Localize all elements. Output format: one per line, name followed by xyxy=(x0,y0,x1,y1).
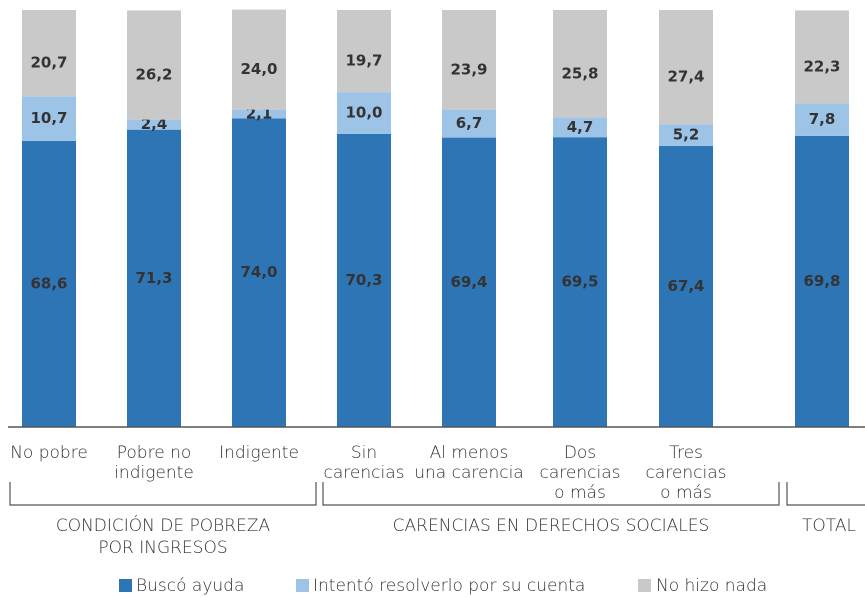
group-bracket xyxy=(322,482,780,506)
value-label: 69,8 xyxy=(803,272,840,290)
legend-label: No hizo nada xyxy=(656,576,767,596)
category-label: Tres xyxy=(669,443,703,463)
bar-segment xyxy=(22,96,76,141)
value-label: 2,4 xyxy=(141,115,168,133)
legend-swatch xyxy=(296,579,309,592)
bar-segment xyxy=(127,119,181,130)
bar-segment xyxy=(127,129,181,427)
value-label: 25,8 xyxy=(561,64,598,82)
bar-segment xyxy=(795,10,849,104)
bar-segment xyxy=(659,145,713,427)
legend-swatch xyxy=(638,579,651,592)
bar-segment xyxy=(232,109,286,119)
category-label: No pobre xyxy=(10,443,88,463)
bar-segment xyxy=(795,135,849,427)
bar-segment xyxy=(337,133,391,427)
value-label: 10,7 xyxy=(30,109,67,127)
category-label: indigente xyxy=(114,463,194,483)
value-label: 19,7 xyxy=(345,52,382,70)
value-label: 7,8 xyxy=(809,110,836,128)
category-label: Pobre no xyxy=(117,443,192,463)
category-label: o más xyxy=(554,483,606,503)
bar-segment xyxy=(795,103,849,136)
category-label: Indigente xyxy=(219,443,299,463)
group-bracket xyxy=(9,482,317,506)
bar-segment xyxy=(442,137,496,428)
legend-label: Buscó ayuda xyxy=(136,576,244,596)
bar-segment xyxy=(442,10,496,110)
value-label: 6,7 xyxy=(456,114,483,132)
value-label: 22,3 xyxy=(803,57,840,75)
category-label: carencias xyxy=(324,463,405,483)
category-label: Sin xyxy=(351,443,377,463)
bar-segment xyxy=(232,118,286,428)
value-label: 70,3 xyxy=(345,271,382,289)
group-label: POR INGRESOS xyxy=(98,538,227,558)
value-label: 5,2 xyxy=(673,126,700,144)
value-label: 68,6 xyxy=(30,274,67,292)
bar-segment xyxy=(659,124,713,146)
legend-label: Intentó resolverlo por su cuenta xyxy=(313,576,585,596)
value-label: 69,5 xyxy=(561,273,598,291)
value-label: 20,7 xyxy=(30,54,67,72)
category-label: Al menos xyxy=(430,443,509,463)
value-label: 10,0 xyxy=(345,103,382,121)
value-label: 69,4 xyxy=(450,273,487,291)
value-label: 23,9 xyxy=(450,60,487,78)
bar-segment xyxy=(22,140,76,428)
bar-segment xyxy=(22,10,76,97)
bar-segment xyxy=(659,10,713,125)
bar-segment xyxy=(553,10,607,118)
category-label: o más xyxy=(660,483,712,503)
bar-segment xyxy=(553,117,607,138)
value-label: 26,2 xyxy=(135,66,172,84)
group-label: CONDICIÓN DE POBREZA xyxy=(56,514,271,536)
group-bracket xyxy=(786,482,865,506)
value-label: 27,4 xyxy=(667,68,704,86)
bar-segment xyxy=(337,92,391,134)
bar-segment xyxy=(127,10,181,120)
group-label: CARENCIAS EN DERECHOS SOCIALES xyxy=(393,516,710,536)
group-label: TOTAL xyxy=(802,516,856,536)
bar-segment xyxy=(232,9,286,110)
legend-swatch xyxy=(119,579,132,592)
bar-segment xyxy=(442,109,496,138)
bar-segment xyxy=(553,137,607,427)
category-label: carencias xyxy=(540,463,621,483)
category-label: carencias xyxy=(646,463,727,483)
category-label: Dos xyxy=(564,443,596,463)
value-label: 67,4 xyxy=(667,277,704,295)
value-label: 74,0 xyxy=(240,263,277,281)
category-label: una carencia xyxy=(414,463,523,483)
bar-segment xyxy=(337,10,391,93)
value-label: 71,3 xyxy=(135,269,172,287)
value-label: 4,7 xyxy=(567,118,594,136)
value-label: 24,0 xyxy=(240,60,277,78)
